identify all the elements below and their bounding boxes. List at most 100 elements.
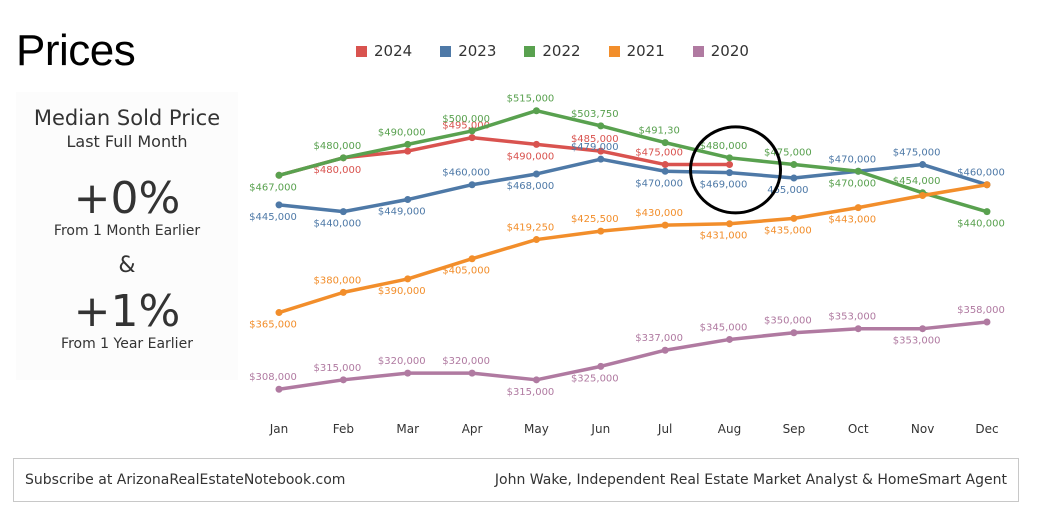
data-label: $491,30 [638, 126, 679, 137]
data-point-2021 [983, 181, 991, 189]
data-label: $468,000 [507, 181, 555, 192]
year-change-value: +1% [73, 286, 181, 337]
series-line-2023 [277, 157, 989, 214]
data-point-2022 [919, 189, 927, 197]
legend-label: 2022 [542, 42, 581, 60]
data-label: $365,000 [249, 320, 297, 331]
data-point-2020 [854, 325, 862, 333]
data-point-2021 [854, 204, 862, 212]
data-label: $431,000 [700, 231, 748, 242]
year-change-label: From 1 Year Earlier [61, 336, 193, 352]
data-label: $449,000 [378, 207, 426, 218]
footer: Subscribe at ArizonaRealEstateNotebook.c… [13, 458, 1019, 502]
page-title: Prices [16, 26, 136, 75]
data-point-2021 [468, 255, 476, 263]
data-point-2021 [661, 221, 669, 229]
data-point-2022 [983, 208, 991, 216]
legend-item-2020: 2020 [692, 42, 749, 60]
data-label: $440,000 [314, 219, 362, 230]
stat-panel: Median Sold Price Last Full Month +0% Fr… [16, 92, 238, 380]
x-tick-label: Jul [657, 422, 672, 436]
x-tick-label: Aug [718, 422, 741, 436]
data-label: $470,000 [828, 154, 876, 165]
data-label: $515,000 [507, 94, 555, 105]
data-label: $425,500 [571, 214, 619, 225]
data-point-2020 [597, 362, 605, 370]
data-point-2020 [726, 335, 734, 343]
data-point-2021 [597, 227, 605, 235]
x-tick-label: Jan [269, 422, 289, 436]
data-label: $419,250 [507, 223, 555, 234]
data-label: $445,000 [249, 212, 297, 223]
data-point-2022 [532, 107, 540, 115]
series-line-2020 [277, 320, 989, 391]
data-label: $480,000 [314, 165, 362, 176]
data-label: $353,000 [893, 336, 941, 347]
data-point-2021 [339, 288, 347, 296]
data-point-2023 [854, 167, 862, 175]
legend-swatch [356, 45, 367, 57]
x-tick-label: Dec [975, 422, 998, 436]
data-label: $337,000 [635, 333, 683, 344]
data-label: $490,000 [378, 127, 426, 138]
series-line-2024 [277, 135, 732, 178]
data-point-2023 [404, 196, 412, 204]
data-label: $469,000 [700, 180, 748, 191]
data-point-2022 [468, 127, 476, 135]
data-point-2022 [726, 154, 734, 162]
x-tick-label: Oct [848, 422, 869, 436]
data-label: $350,000 [764, 316, 812, 327]
month-change-label: From 1 Month Earlier [53, 223, 201, 239]
data-point-2024 [661, 161, 669, 169]
data-point-2023 [919, 161, 927, 169]
month-change-value: +0% [73, 173, 181, 224]
chart-legend: 2024 2023 2022 2021 2020 [356, 42, 749, 60]
data-point-2022 [790, 161, 798, 169]
data-point-2022 [854, 167, 862, 175]
data-point-2022 [275, 171, 283, 179]
x-tick-label: May [524, 422, 549, 436]
highlight-circle [689, 125, 783, 215]
data-label: $405,000 [442, 266, 490, 277]
x-tick-label: Jun [590, 422, 610, 436]
data-label: $500,000 [442, 114, 490, 125]
x-tick-label: Mar [396, 422, 419, 436]
data-label: $460,000 [442, 168, 490, 179]
data-label: $345,000 [700, 322, 748, 333]
data-point-2023 [983, 181, 991, 189]
panel-subtitle: Last Full Month [66, 132, 188, 151]
data-point-2020 [275, 385, 283, 393]
legend-swatch [608, 45, 620, 57]
data-label: $325,000 [571, 373, 619, 384]
data-label: $320,000 [378, 356, 426, 367]
data-point-2020 [919, 325, 927, 333]
data-point-2024 [404, 147, 412, 155]
data-point-2020 [661, 346, 669, 354]
data-label: $467,000 [249, 182, 297, 193]
data-point-2022 [404, 140, 412, 148]
data-label: $315,000 [507, 387, 555, 398]
author-credit: John Wake, Independent Real Estate Marke… [494, 472, 1007, 488]
data-label: $470,000 [635, 178, 683, 189]
data-label: $443,000 [828, 215, 876, 226]
ampersand: & [118, 253, 136, 278]
data-point-2022 [597, 122, 605, 130]
data-point-2021 [275, 309, 283, 317]
data-label: $480,000 [700, 141, 748, 152]
data-point-2023 [726, 169, 734, 177]
data-label: $430,000 [635, 208, 683, 219]
data-point-2020 [468, 369, 476, 377]
x-tick-label: Feb [333, 422, 354, 436]
legend-item-2022: 2022 [524, 42, 581, 60]
subscribe-text: Subscribe at ArizonaRealEstateNotebook.c… [25, 472, 346, 488]
data-label: $320,000 [442, 356, 490, 367]
data-point-2020 [983, 318, 991, 326]
data-point-2024 [339, 154, 347, 162]
data-point-2021 [532, 236, 540, 244]
data-point-2021 [790, 214, 798, 222]
series-line-2022 [277, 108, 989, 214]
data-label: $490,000 [507, 151, 555, 162]
data-label: $495,000 [442, 121, 490, 132]
data-point-2020 [339, 376, 347, 384]
legend-label: 2020 [710, 42, 749, 60]
